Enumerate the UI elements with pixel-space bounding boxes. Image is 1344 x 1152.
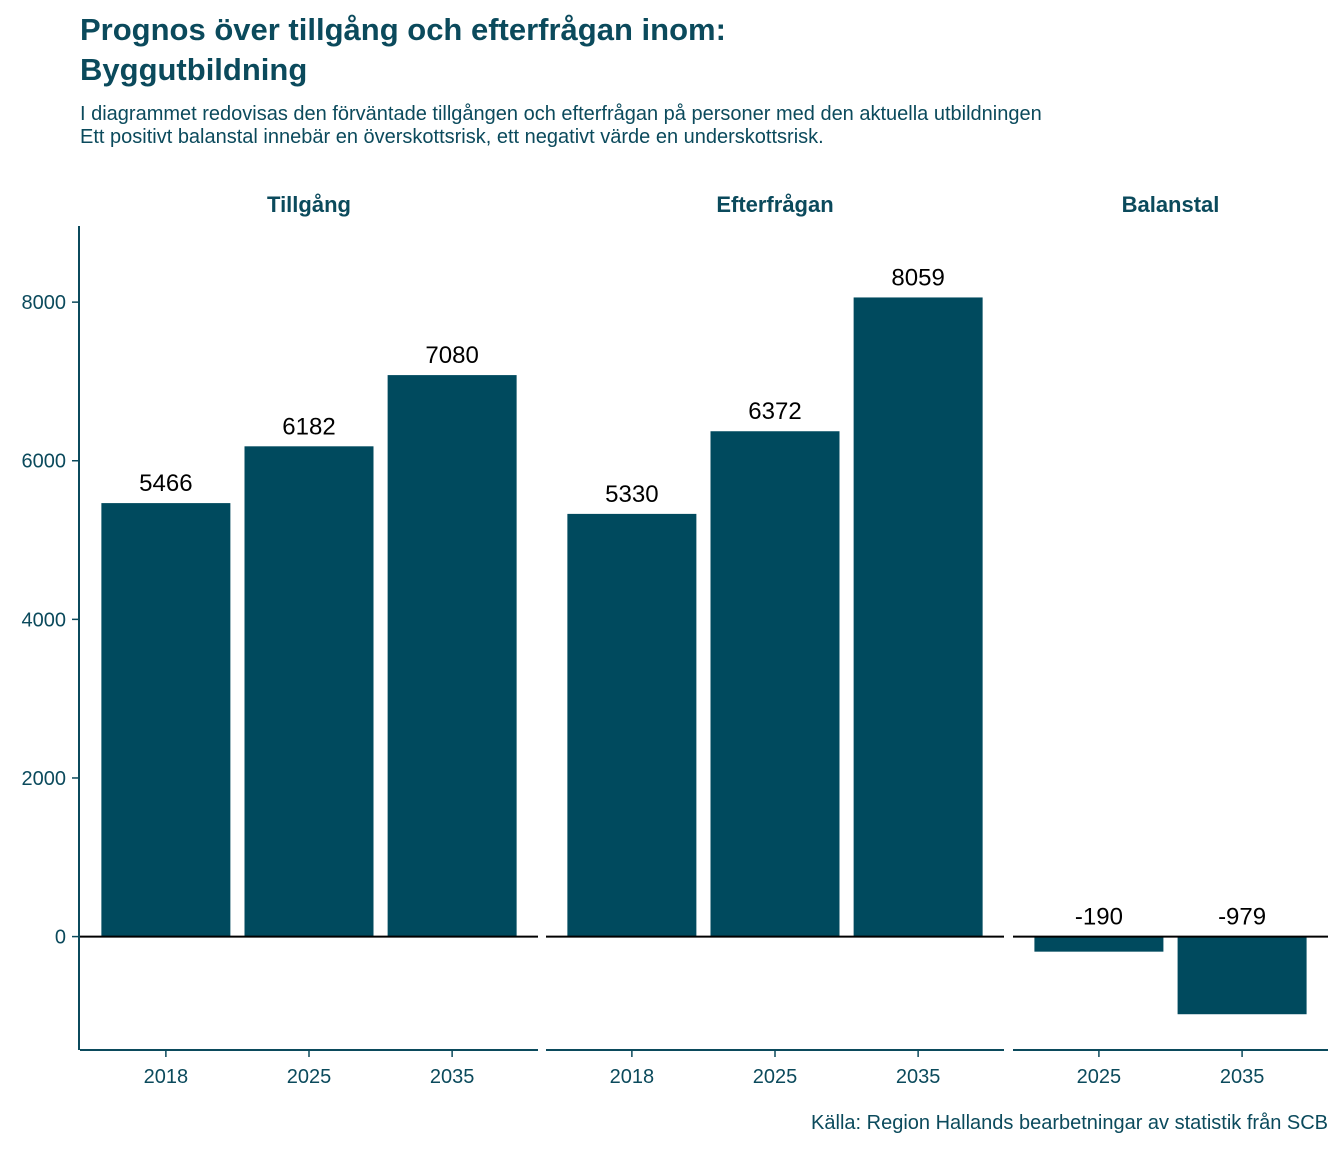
y-tick-label: 8000 [22, 292, 67, 314]
source-caption: Källa: Region Hallands bearbetningar av … [811, 1112, 1328, 1134]
bar[interactable] [101, 503, 231, 937]
title-line-2: Byggutbildning [80, 52, 308, 87]
data-label: 6372 [748, 398, 801, 425]
facet-label-0: Tillgång [267, 192, 351, 217]
y-tick-label: 2000 [22, 768, 67, 790]
x-tick-label: 2025 [287, 1066, 332, 1088]
data-label: 5330 [605, 481, 658, 508]
data-label: 8059 [891, 264, 944, 291]
data-label: 6182 [282, 413, 335, 440]
x-tick-label: 2035 [896, 1066, 941, 1088]
x-tick-label: 2018 [610, 1066, 655, 1088]
chart-subtitle: I diagrammet redovisas den förväntade ti… [80, 103, 1320, 149]
data-label: 7080 [425, 342, 478, 369]
bar[interactable] [1034, 936, 1164, 952]
bar[interactable] [853, 297, 983, 937]
y-tick-label: 6000 [22, 451, 67, 473]
subtitle-line-2: Ett positivt balanstal innebär en översk… [80, 126, 824, 148]
facet-label-2: Balanstal [1122, 192, 1220, 217]
bar[interactable] [244, 446, 374, 937]
data-label: 5466 [139, 470, 192, 497]
y-tick-label: 4000 [22, 609, 67, 631]
y-tick-label: 0 [55, 927, 66, 949]
data-label: -190 [1075, 904, 1123, 931]
bar[interactable] [567, 513, 697, 937]
facet-label-1: Efterfrågan [716, 192, 833, 217]
bar[interactable] [1177, 936, 1307, 1015]
title-line-1: Prognos över tillgång och efterfrågan in… [80, 12, 726, 47]
x-tick-label: 2035 [1220, 1066, 1265, 1088]
bar[interactable] [710, 431, 840, 937]
data-label: -979 [1218, 904, 1266, 931]
x-tick-label: 2025 [753, 1066, 798, 1088]
chart-title: Prognos över tillgång och efterfrågan in… [80, 10, 1280, 90]
x-tick-label: 2018 [144, 1066, 189, 1088]
subtitle-line-1: I diagrammet redovisas den förväntade ti… [80, 103, 1042, 125]
bar[interactable] [387, 375, 517, 937]
x-tick-label: 2035 [430, 1066, 475, 1088]
x-tick-label: 2025 [1077, 1066, 1122, 1088]
